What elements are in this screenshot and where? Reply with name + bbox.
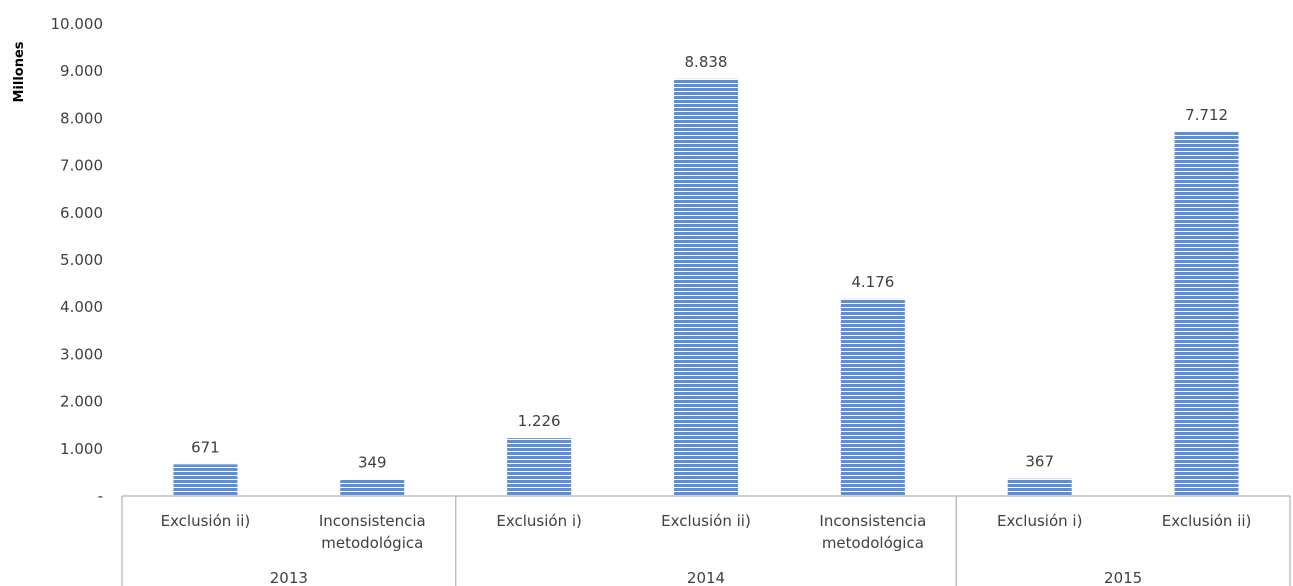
category-label: Inconsistencia <box>319 512 426 530</box>
y-axis: - 1.000 2.000 3.000 4.000 5.000 6.000 7.000 8.00… <box>51 15 104 505</box>
group-label: 2014 <box>687 569 725 586</box>
data-label: 349 <box>358 454 387 472</box>
y-axis-title: Millones <box>12 41 27 102</box>
y-tick-label: 4.000 <box>60 298 103 316</box>
category-label: Exclusión i) <box>997 512 1082 530</box>
data-label: 4.176 <box>851 273 894 291</box>
category-label: Inconsistencia <box>819 512 926 530</box>
data-label: 671 <box>191 438 220 456</box>
bar <box>1174 131 1239 497</box>
y-tick-label: 8.000 <box>60 109 103 127</box>
y-tick-label: 1.000 <box>60 440 103 458</box>
y-tick-label: 5.000 <box>60 251 103 269</box>
bar <box>340 479 405 496</box>
data-label: 367 <box>1025 453 1054 471</box>
group-label: 2015 <box>1104 569 1142 586</box>
y-tick-label: 3.000 <box>60 345 103 363</box>
y-tick-label: 10.000 <box>51 15 104 33</box>
bar <box>674 78 738 496</box>
bar <box>840 298 905 496</box>
y-tick-label: - <box>98 487 103 505</box>
y-tick-label: 6.000 <box>60 204 103 222</box>
x-axis: Exclusión ii) Inconsistencia metodológica 2… <box>121 495 1291 586</box>
category-label: Exclusión ii) <box>1162 512 1252 530</box>
bar <box>507 438 572 496</box>
category-label: Exclusión i) <box>496 512 581 530</box>
category-label: Exclusión ii) <box>161 512 251 530</box>
data-label: 8.838 <box>685 53 728 71</box>
data-label: 7.712 <box>1185 106 1228 124</box>
y-tick-label: 7.000 <box>60 157 103 175</box>
y-tick-label: 9.000 <box>60 62 103 80</box>
category-label: Exclusión ii) <box>661 512 751 530</box>
bar <box>173 464 238 496</box>
category-label: metodológica <box>321 534 423 552</box>
y-tick-label: 2.000 <box>60 393 103 411</box>
bars: 671 349 1.226 8.838 4.176 367 7.712 <box>173 53 1239 497</box>
group-label: 2013 <box>270 569 308 586</box>
data-label: 1.226 <box>518 412 561 430</box>
category-label: metodológica <box>822 534 924 552</box>
bar <box>1007 478 1072 496</box>
